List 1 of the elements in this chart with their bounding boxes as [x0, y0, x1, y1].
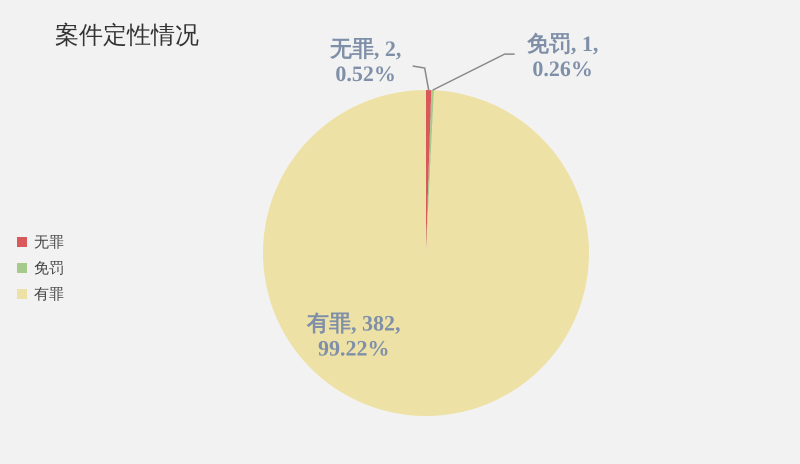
title: 案件定性情况 — [55, 21, 199, 49]
